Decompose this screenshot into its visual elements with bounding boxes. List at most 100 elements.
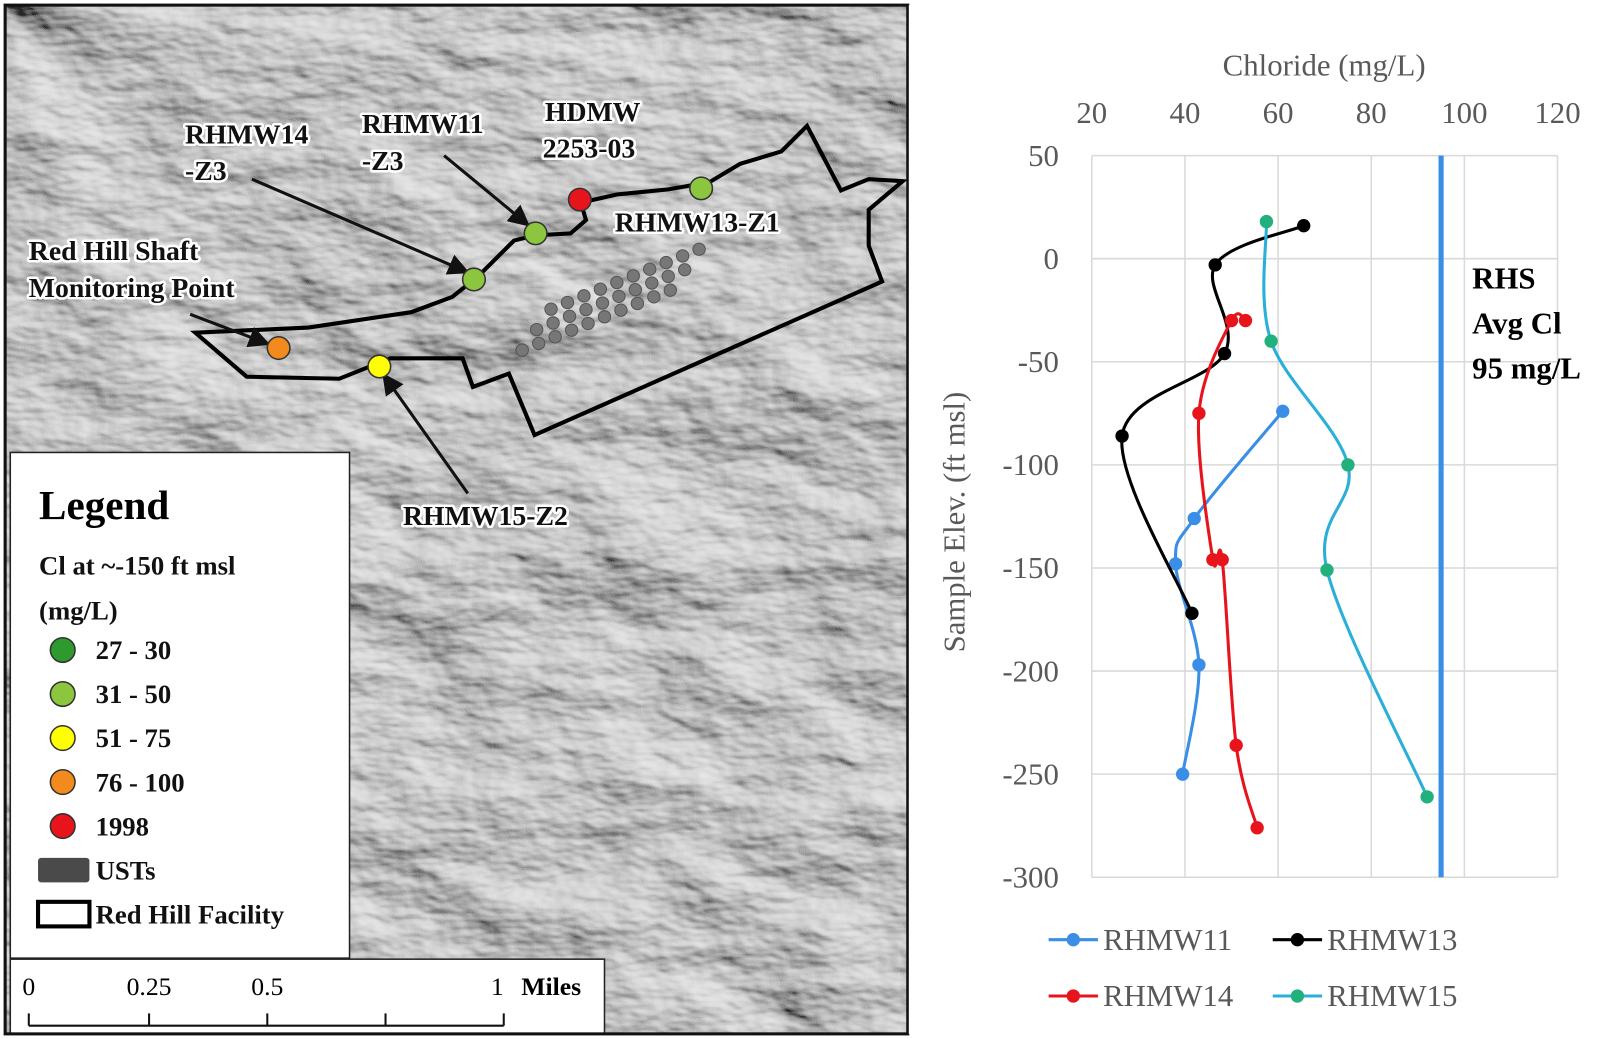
well-marker bbox=[463, 268, 486, 291]
x-tick-label: 20 bbox=[1076, 96, 1107, 130]
legend-label: 1998 bbox=[96, 811, 149, 841]
ust bbox=[594, 283, 606, 295]
x-tick-label: 120 bbox=[1534, 96, 1580, 130]
y-tick-label: -300 bbox=[1002, 861, 1059, 895]
ust bbox=[516, 344, 528, 356]
legend-label: RHMW14 bbox=[1103, 979, 1233, 1013]
ust bbox=[676, 250, 688, 262]
legend-label: RHMW11 bbox=[1103, 923, 1232, 957]
map-label: 2253-03 bbox=[543, 133, 635, 164]
ust bbox=[693, 243, 705, 255]
data-point bbox=[1297, 219, 1310, 232]
data-point bbox=[1192, 658, 1205, 671]
data-point bbox=[1115, 429, 1128, 442]
ust bbox=[648, 291, 660, 303]
data-point bbox=[1320, 563, 1333, 576]
data-point bbox=[1420, 790, 1433, 803]
ust bbox=[615, 304, 627, 316]
ust bbox=[646, 277, 658, 289]
legend-label: 51 - 75 bbox=[96, 723, 172, 753]
legend-label: RHMW13 bbox=[1327, 923, 1457, 957]
legend-label: Red Hill Facility bbox=[96, 899, 285, 929]
ust bbox=[563, 310, 575, 322]
data-point bbox=[1239, 314, 1252, 327]
y-tick-label: -50 bbox=[1018, 345, 1059, 379]
x-tick-label: 100 bbox=[1441, 96, 1487, 130]
ust bbox=[613, 290, 625, 302]
map-label: -Z3 bbox=[185, 155, 227, 186]
well-marker bbox=[690, 177, 713, 200]
scale-unit: Miles bbox=[521, 972, 581, 1001]
legend-marker bbox=[1067, 933, 1080, 946]
legend-symbol bbox=[50, 682, 75, 707]
ust bbox=[533, 337, 545, 349]
ust bbox=[547, 317, 559, 329]
legend-label: 76 - 100 bbox=[96, 767, 185, 797]
legend-symbol bbox=[50, 726, 75, 751]
map-label: RHMW11 bbox=[362, 108, 484, 139]
annotation: 95 mg/L bbox=[1472, 352, 1581, 386]
figure: RHMW14 -Z3 RHMW11 -Z3 HDMW 2253-03 RHMW1… bbox=[0, 0, 1612, 1039]
y-tick-label: -200 bbox=[1002, 654, 1059, 688]
data-point bbox=[1209, 258, 1222, 271]
x-tick-label: 60 bbox=[1263, 96, 1294, 130]
legend-units: (mg/L) bbox=[39, 595, 118, 625]
map-label: RHMW13-Z1 bbox=[615, 206, 780, 237]
ust bbox=[644, 263, 656, 275]
ust bbox=[629, 284, 641, 296]
ust bbox=[549, 331, 561, 343]
ust bbox=[530, 323, 542, 335]
map-label: RHMW15-Z2 bbox=[403, 500, 568, 531]
y-tick-label: -250 bbox=[1002, 757, 1059, 791]
y-axis-title: Sample Elev. (ft msl) bbox=[937, 392, 971, 653]
x-tick-label: 40 bbox=[1170, 96, 1201, 130]
ust bbox=[578, 290, 590, 302]
legend-symbol bbox=[50, 814, 75, 839]
x-axis-title: Chloride (mg/L) bbox=[1223, 49, 1426, 83]
annotation: Avg Cl bbox=[1472, 307, 1562, 341]
legend-label: RHMW15 bbox=[1327, 979, 1457, 1013]
ust bbox=[598, 311, 610, 323]
data-point bbox=[1260, 215, 1273, 228]
ust bbox=[660, 256, 672, 268]
ust bbox=[565, 324, 577, 336]
data-point bbox=[1341, 458, 1354, 471]
ust bbox=[561, 296, 573, 308]
ust bbox=[631, 297, 643, 309]
ust bbox=[662, 270, 674, 282]
annotation: RHS bbox=[1472, 262, 1535, 296]
data-point bbox=[1225, 314, 1238, 327]
legend-marker bbox=[1291, 933, 1304, 946]
legend-label: 27 - 30 bbox=[96, 635, 172, 665]
scale-label: 0.25 bbox=[127, 972, 172, 1001]
ust bbox=[596, 297, 608, 309]
legend-marker bbox=[1067, 989, 1080, 1002]
ust bbox=[611, 276, 623, 288]
y-tick-label: 50 bbox=[1028, 139, 1059, 173]
legend-title: Legend bbox=[39, 482, 169, 528]
legend-subtitle: Cl at ~-150 ft msl bbox=[39, 550, 235, 580]
well-marker bbox=[368, 355, 391, 378]
y-tick-label: 0 bbox=[1043, 242, 1058, 276]
data-point bbox=[1176, 768, 1189, 781]
legend-label: 31 - 50 bbox=[96, 679, 172, 709]
data-point bbox=[1229, 739, 1242, 752]
data-point bbox=[1218, 347, 1231, 360]
scale-label: 1 bbox=[491, 972, 504, 1001]
well-marker bbox=[524, 222, 547, 245]
y-tick-label: -150 bbox=[1002, 551, 1059, 585]
y-tick-label: -100 bbox=[1002, 448, 1059, 482]
map-label: Monitoring Point bbox=[29, 272, 236, 303]
ust bbox=[580, 304, 592, 316]
well-marker bbox=[267, 337, 290, 360]
well-marker bbox=[569, 188, 592, 211]
legend-label: USTs bbox=[96, 855, 156, 885]
ust bbox=[664, 284, 676, 296]
map-label: -Z3 bbox=[362, 145, 404, 176]
scale-label: 0 bbox=[22, 972, 35, 1001]
map-label: Red Hill Shaft bbox=[29, 235, 199, 266]
legend-symbol bbox=[50, 770, 75, 795]
scale-label: 0.5 bbox=[251, 972, 283, 1001]
scale-box bbox=[10, 959, 604, 1034]
